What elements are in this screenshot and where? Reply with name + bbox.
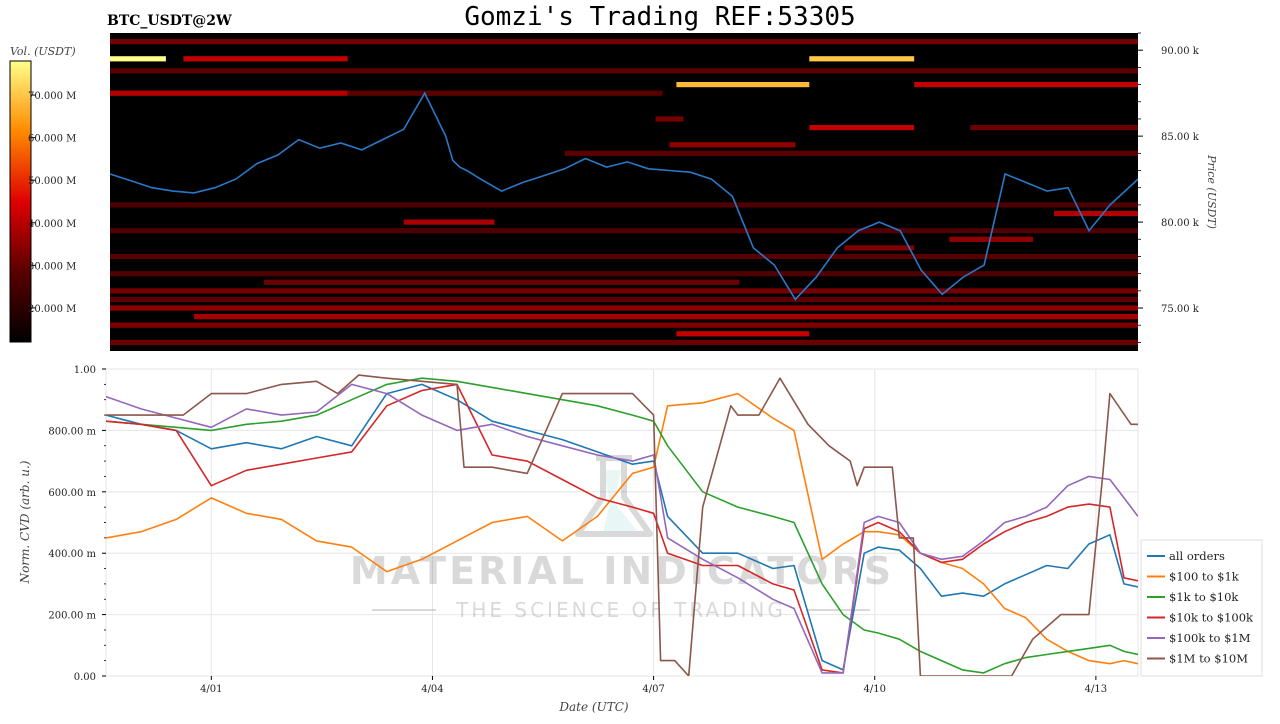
legend: all orders $100 to $1k $1k to $10k $10k to … <box>1140 539 1263 677</box>
colorbar-tick-label: 40.000 M <box>28 219 76 230</box>
liquidity-wall <box>110 305 1138 311</box>
cvd-panel: MATERIAL INDICATORS THE SCIENCE OF TRADI… <box>105 368 1139 677</box>
liquidity-wall <box>676 331 810 337</box>
heatmap-walls <box>110 39 1138 345</box>
legend-box <box>1140 539 1263 677</box>
watermark-brand: MATERIAL INDICATORS <box>350 549 894 593</box>
cvd-x-tick-label: 4/07 <box>642 684 664 695</box>
colorbar-tick-label: 60.000 M <box>28 134 76 145</box>
cvd-series-line <box>106 383 1138 674</box>
cvd-x-axis: 4/01 4/04 4/07 4/10 4/13 <box>200 676 1107 695</box>
cvd-series-lines <box>106 374 1138 676</box>
legend-entry: $1k to $10k <box>1169 590 1239 604</box>
colorbar-tick-label: 70.000 M <box>28 91 76 102</box>
cvd-plot-area <box>105 368 1139 677</box>
price-tick-label: 85.00 k <box>1161 132 1200 143</box>
liquidity-wall <box>347 90 663 96</box>
cvd-x-tick-label: 4/04 <box>421 684 443 695</box>
liquidity-wall <box>110 90 348 96</box>
liquidity-wall <box>110 202 1138 208</box>
cvd-y-tick-label: 1.00 <box>74 365 96 376</box>
liquidity-wall <box>676 82 810 88</box>
liquidity-wall <box>110 56 166 62</box>
legend-entry: $10k to $100k <box>1169 611 1254 625</box>
liquidity-wall <box>263 279 740 285</box>
price-axis-label: Price (USDT) <box>1205 154 1218 229</box>
liquidity-wall <box>110 68 1138 74</box>
liquidity-wall <box>669 142 796 148</box>
cvd-y-axis-label: Norm. CVD (arb. u.) <box>18 460 32 584</box>
colorbar-tick-label: 50.000 M <box>28 176 76 187</box>
price-line <box>110 91 1138 301</box>
colorbar-tick-label: 30.000 M <box>28 261 76 272</box>
liquidity-wall <box>564 150 1138 156</box>
liquidity-wall <box>110 39 1138 45</box>
liquidity-wall <box>110 322 1138 328</box>
cvd-series-line <box>106 383 1138 674</box>
cvd-x-tick-label: 4/13 <box>1085 684 1107 695</box>
cvd-y-tick-label: 400.00 m <box>48 549 96 560</box>
liquidity-wall <box>809 125 915 131</box>
liquidity-wall <box>110 271 1138 277</box>
liquidity-wall <box>809 56 915 62</box>
colorbar-gradient <box>9 60 32 343</box>
liquidity-wall <box>949 236 1034 242</box>
liquidity-wall <box>110 296 1138 303</box>
heatmap-panel <box>110 33 1138 351</box>
cvd-series-line <box>106 392 1138 665</box>
liquidity-wall <box>970 125 1138 131</box>
liquidity-wall <box>1054 210 1138 217</box>
price-tick-label: 90.00 k <box>1161 46 1200 57</box>
legend-entry: all orders <box>1169 549 1225 563</box>
liquidity-wall <box>110 288 1138 294</box>
price-tick-label: 75.00 k <box>1161 304 1200 315</box>
liquidity-wall <box>193 314 1138 320</box>
liquidity-wall <box>110 228 1138 234</box>
cvd-y-tick-label: 600.00 m <box>48 488 96 499</box>
cvd-y-axis: 0.00 200.00 m 400.00 m 600.00 m 800.00 m 1.00 <box>48 365 106 683</box>
cvd-x-tick-label: 4/10 <box>864 684 886 695</box>
chart-title: Gomzi's Trading REF:53305 <box>464 2 855 32</box>
liquidity-wall <box>403 219 495 225</box>
heatmap-background <box>110 33 1138 351</box>
colorbar-ticks: 20.000 M 30.000 M 40.000 M 50.000 M 60.000 M… <box>28 91 76 315</box>
cvd-y-tick-label: 0.00 <box>74 672 96 683</box>
ticker-label: BTC_USDT@2W <box>107 13 232 29</box>
cvd-x-axis-label: Date (UTC) <box>558 700 628 714</box>
watermark-flask-fill <box>603 470 639 533</box>
cvd-series-line <box>106 374 1138 676</box>
legend-items: all orders $100 to $1k $1k to $10k $10k to … <box>1147 549 1254 666</box>
cvd-series-line <box>106 377 1138 674</box>
cvd-x-tick-label: 4/01 <box>200 684 222 695</box>
cvd-y-tick-label: 800.00 m <box>48 426 96 437</box>
legend-entry: $1M to $10M <box>1169 652 1248 666</box>
watermark: MATERIAL INDICATORS THE SCIENCE OF TRADI… <box>350 455 894 622</box>
liquidity-wall <box>655 116 684 122</box>
price-axis: 75.00 k 80.00 k 85.00 k 90.00 k <box>1138 32 1200 343</box>
watermark-tagline: THE SCIENCE OF TRADING <box>455 598 786 622</box>
liquidity-wall <box>183 56 348 62</box>
price-tick-label: 80.00 k <box>1161 218 1200 229</box>
colorbar: 20.000 M 30.000 M 40.000 M 50.000 M 60.000 M… <box>9 45 76 343</box>
liquidity-wall <box>110 253 1138 260</box>
liquidity-wall <box>110 339 1138 345</box>
liquidity-wall <box>914 82 1138 88</box>
cvd-series-line <box>106 383 1138 671</box>
cvd-y-tick-label: 200.00 m <box>48 611 96 622</box>
colorbar-tick-label: 20.000 M <box>28 304 76 315</box>
legend-entry: $100 to $1k <box>1169 570 1240 584</box>
legend-entry: $100k to $1M <box>1169 631 1251 645</box>
liquidity-wall <box>844 245 915 251</box>
colorbar-label: Vol. (USDT) <box>10 45 76 58</box>
